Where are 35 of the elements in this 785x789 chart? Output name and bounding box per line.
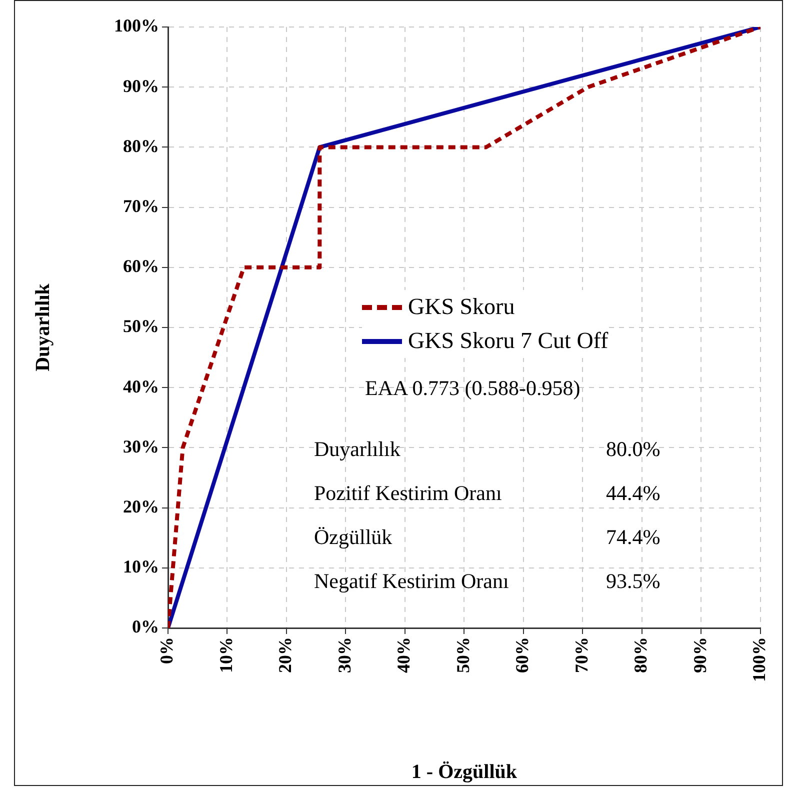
x-tick-label: 30% [334, 637, 354, 673]
y-tick-label: 40% [123, 376, 159, 396]
y-tick-label: 30% [123, 436, 159, 456]
annotation: Duyarlılık [314, 437, 400, 462]
x-tick-label: 100% [749, 637, 770, 682]
y-tick-label: 60% [123, 256, 159, 276]
x-tick-label: 0% [156, 637, 177, 664]
annotation: Negatif Kestirim Oranı [314, 569, 509, 594]
annotation: EAA 0.773 (0.588-0.958) [365, 376, 580, 401]
annotation: Özgüllük [314, 525, 392, 550]
x-tick-label: 20% [275, 637, 296, 673]
annotation: 74.4% [606, 525, 660, 550]
x-tick-label: 80% [630, 637, 651, 673]
y-axis-title: Duyarlılık [32, 282, 54, 372]
x-tick-label: 70% [571, 637, 592, 673]
y-tick-label: 10% [123, 556, 159, 577]
x-tick-label: 60% [512, 637, 532, 673]
x-axis-title: 1 - Özgüllük [411, 761, 518, 784]
annotation: 93.5% [606, 569, 660, 594]
y-tick-label: 90% [123, 76, 159, 96]
annotation: Pozitif Kestirim Oranı [314, 481, 502, 506]
y-tick-label: 80% [123, 136, 159, 156]
y-tick-label: 0% [132, 616, 159, 637]
annotation: 44.4% [606, 481, 660, 506]
legend-label: GKS Skoru 7 Cut Off [408, 328, 608, 354]
y-tick-label: 100% [114, 16, 159, 36]
x-tick-label: 10% [216, 637, 236, 673]
y-tick-label: 70% [123, 196, 159, 216]
x-tick-label: 50% [452, 637, 473, 673]
legend-label: GKS Skoru [408, 294, 515, 320]
x-tick-label: 90% [690, 637, 710, 673]
x-tick-label: 40% [394, 637, 414, 673]
y-tick-label: 50% [123, 316, 159, 336]
annotation: 80.0% [606, 437, 660, 462]
y-tick-label: 20% [123, 496, 159, 516]
